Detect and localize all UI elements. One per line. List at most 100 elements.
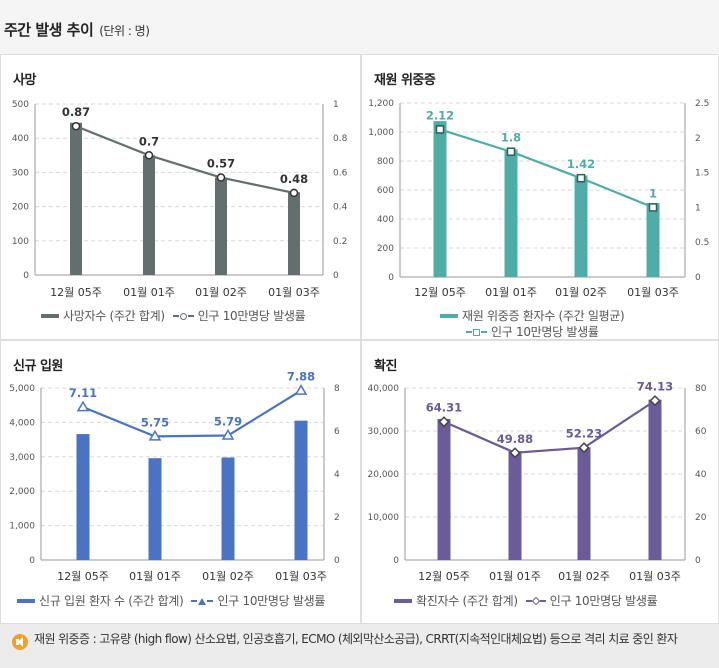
- x-tick-label: 01월 03주: [275, 570, 327, 583]
- bar: [437, 418, 451, 560]
- y-tick-left: 40,000: [368, 384, 400, 394]
- y-tick-left: 0: [29, 556, 35, 566]
- x-tick-label: 01월 01주: [485, 286, 537, 299]
- x-tick-label: 01월 01주: [123, 286, 175, 299]
- bar: [574, 175, 588, 277]
- line-point: [438, 416, 450, 428]
- y-tick-left: 300: [12, 168, 29, 178]
- chart-title: 사망: [13, 73, 36, 88]
- data-label: 0.7: [139, 134, 159, 148]
- y-tick-right: 60: [695, 427, 707, 437]
- y-tick-right: 80: [695, 384, 707, 394]
- line-point: [71, 121, 81, 131]
- data-label: 7.88: [287, 370, 315, 384]
- x-tick-label: 01월 03주: [629, 570, 681, 583]
- y-tick-left: 200: [12, 203, 29, 213]
- x-tick-label: 12월 05주: [50, 286, 102, 299]
- y-tick-left: 100: [12, 237, 29, 247]
- footnote: 재원 위중증 : 고유량 (high flow) 산소요법, 인공호흡기, EC…: [0, 624, 719, 668]
- bar: [76, 434, 90, 560]
- x-tick-label: 01월 01주: [489, 570, 541, 583]
- data-label: 0.48: [280, 172, 308, 186]
- page-title-text: 주간 발생 추이: [4, 21, 94, 39]
- data-label: 0.57: [207, 157, 235, 171]
- legend-line-swatch: [466, 328, 487, 336]
- y-tick-left: 1,200: [368, 99, 394, 109]
- line-point: [578, 442, 590, 454]
- legend-line-swatch: [172, 312, 194, 320]
- y-tick-left: 0: [388, 273, 394, 283]
- y-tick-right: 8: [334, 384, 340, 394]
- bar: [648, 399, 662, 560]
- legend-bar-swatch: [394, 599, 412, 603]
- line-point: [576, 173, 586, 183]
- line-point: [435, 125, 445, 134]
- y-tick-right: 1: [695, 203, 701, 213]
- y-tick-left: 2,000: [9, 487, 35, 497]
- line-point: [506, 147, 516, 156]
- bar: [148, 458, 162, 560]
- x-tick-label: 01월 01주: [129, 570, 181, 583]
- chart-panel-critical: 재원 위중증 0 200 400 600 800 1,000 1,200 0 0.5 1 1.5 2 2…: [361, 54, 719, 340]
- bar: [646, 203, 660, 277]
- x-tick-label: 01월 03주: [627, 286, 679, 299]
- bar: [215, 177, 227, 275]
- y-tick-left: 400: [12, 134, 29, 144]
- rate-line: [75, 125, 295, 194]
- chart-critical-svg: 0 200 400 600 800 1,000 1,200 0 0.5 1 1.5 2 2.5 12월 0…: [368, 99, 709, 299]
- x-tick-label: 01월 03주: [268, 286, 320, 299]
- y-tick-left: 20,000: [368, 470, 400, 480]
- chart-legend: 확진자수 (주간 합계) 인구 10만명당 발생률: [394, 593, 658, 609]
- line-point: [216, 173, 226, 182]
- legend-line-swatch: [191, 597, 214, 605]
- rate-line: [439, 128, 654, 209]
- y-tick-left: 3,000: [9, 453, 35, 463]
- x-tick-label: 01월 02주: [555, 286, 607, 299]
- chart-panel-admissions: 신규 입원 0 1,000 2,000 3,000 4,000 5,000 0 2 4 6 8 12월…: [0, 340, 361, 624]
- rate-line: [82, 389, 302, 438]
- data-label: 1.8: [501, 131, 521, 145]
- chart-panel-deaths: 사망 0 100 200 300 400 500 0 0.2 0.4 0.6 0.8 1 12월 05주…: [0, 54, 361, 340]
- legend-bar-swatch: [17, 599, 35, 603]
- x-tick-label: 12월 05주: [414, 286, 466, 299]
- speaker-icon: [12, 634, 28, 650]
- y-tick-left: 1,000: [9, 522, 35, 532]
- legend-bar-label: 사망자수 (주간 합계): [63, 309, 165, 323]
- chart-panel-confirmed: 확진 0 10,000 20,000 30,000 40,000 0 20 40 60 80 12월…: [361, 340, 719, 624]
- legend-line-swatch: [525, 596, 546, 606]
- page-title: 주간 발생 추이 (단위 : 명): [4, 19, 150, 40]
- y-tick-left: 1,000: [368, 128, 394, 138]
- y-tick-left: 30,000: [368, 427, 400, 437]
- y-tick-right: 6: [334, 427, 340, 437]
- data-label: 1: [649, 186, 657, 200]
- x-tick-label: 01월 02주: [202, 570, 254, 583]
- legend-bar-label: 재원 위중증 환자수 (주간 일평균): [462, 309, 625, 323]
- y-tick-right: 2: [334, 513, 340, 523]
- bar: [577, 447, 591, 560]
- data-label: 2.12: [426, 108, 454, 122]
- y-tick-right: 0.6: [333, 168, 348, 178]
- y-tick-right: 0: [334, 556, 340, 566]
- footnote-text: 재원 위중증 : 고유량 (high flow) 산소요법, 인공호흡기, EC…: [34, 632, 678, 646]
- legend-bar-swatch: [41, 314, 59, 318]
- chart-legend: 재원 위중증 환자수 (주간 일평균) 인구 10만명당 발생률: [440, 308, 625, 339]
- bar: [288, 192, 300, 275]
- y-tick-right: 2.5: [695, 99, 709, 109]
- y-tick-right: 1.5: [695, 169, 709, 179]
- bar: [294, 420, 308, 560]
- y-tick-left: 10,000: [368, 513, 400, 523]
- y-tick-left: 0: [393, 556, 399, 566]
- bar: [504, 149, 518, 277]
- y-tick-left: 800: [377, 157, 394, 167]
- data-label: 49.88: [497, 432, 533, 446]
- x-tick-label: 01월 02주: [558, 570, 610, 583]
- legend-line-label: 인구 10만명당 발생률: [491, 325, 599, 339]
- legend-line-label: 인구 10만명당 발생률: [197, 309, 306, 323]
- data-label: 5.79: [214, 415, 242, 429]
- chart-admissions-svg: 0 1,000 2,000 3,000 4,000 5,000 0 2 4 6 8 12월 05주 01…: [9, 370, 340, 583]
- y-tick-right: 20: [695, 513, 707, 523]
- rate-line: [443, 399, 656, 454]
- legend-bar-label: 확진자수 (주간 합계): [416, 594, 518, 608]
- legend-bar-swatch: [440, 314, 458, 318]
- y-tick-right: 0.8: [333, 134, 348, 144]
